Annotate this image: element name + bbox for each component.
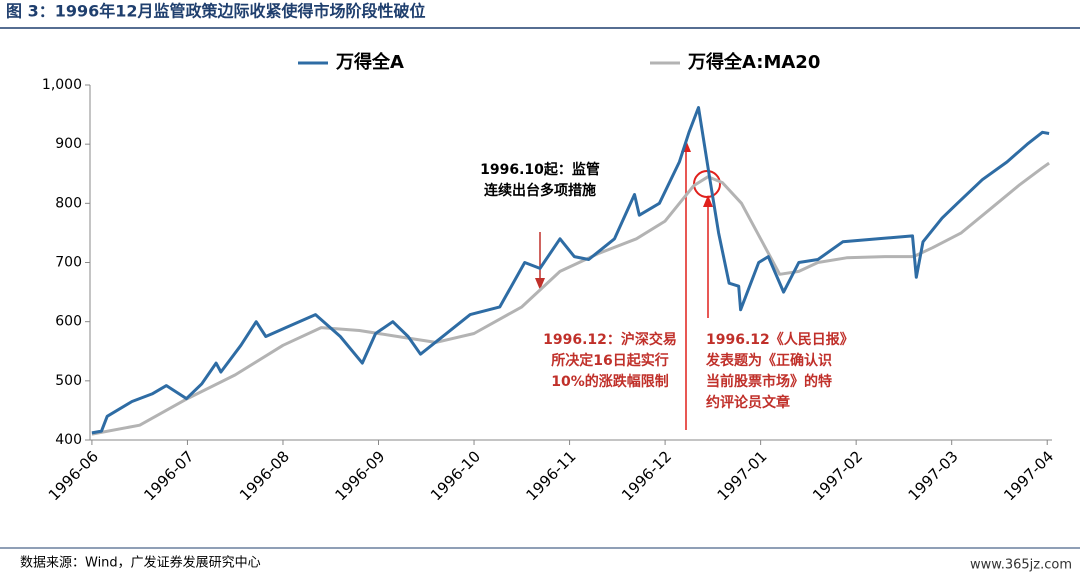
x-tick-label: 1996-06 [45, 447, 102, 504]
annotation: 约评论员文章 [706, 394, 790, 411]
x-tick-label: 1996-09 [331, 447, 388, 504]
annotation: 所决定16日起实行 [551, 352, 668, 369]
y-tick-label: 500 [55, 373, 82, 389]
y-tick-label: 800 [55, 195, 82, 211]
annotation: 1996.12：沪深交易 [543, 331, 677, 348]
y-tick-label: 400 [55, 432, 82, 448]
legend-label: 万得全A:MA20 [687, 51, 820, 73]
page-title: 图 3：1996年12月监管政策边际收紧使得市场阶段性破位 [6, 2, 426, 21]
annotation: 发表题为《正确认识 [705, 352, 832, 369]
annotation: 10%的涨跌幅限制 [551, 373, 669, 390]
x-tick-label: 1996-10 [427, 447, 484, 504]
y-tick-label: 700 [55, 255, 82, 271]
annotation: 连续出台多项措施 [484, 182, 596, 199]
x-tick-label: 1997-02 [809, 447, 866, 504]
x-tick-label: 1996-11 [523, 447, 580, 504]
annotation: 1996.12《人民日报》 [706, 331, 854, 348]
annotation: 当前股票市场》的特 [706, 373, 832, 390]
y-tick-label: 900 [55, 136, 82, 152]
series-line [91, 106, 1050, 435]
x-tick-label: 1997-01 [714, 447, 771, 504]
source: 数据来源：Wind，广发证券发展研究中心 [20, 555, 261, 571]
arrow-head [703, 195, 713, 207]
arrow-head [535, 278, 545, 290]
legend-label: 万得全A [335, 51, 404, 73]
x-tick-label: 1996-07 [140, 447, 197, 504]
y-tick-label: 1,000 [42, 77, 82, 93]
x-tick-label: 1996-12 [618, 447, 675, 504]
x-tick-label: 1996-08 [236, 447, 293, 504]
annotation: 1996.10起：监管 [480, 161, 600, 178]
x-tick-label: 1997-03 [905, 447, 962, 504]
series-line [91, 161, 1050, 436]
x-tick-label: 1997-04 [1000, 447, 1057, 504]
y-tick-label: 600 [55, 314, 82, 330]
watermark: www.365jz.com [970, 558, 1072, 573]
